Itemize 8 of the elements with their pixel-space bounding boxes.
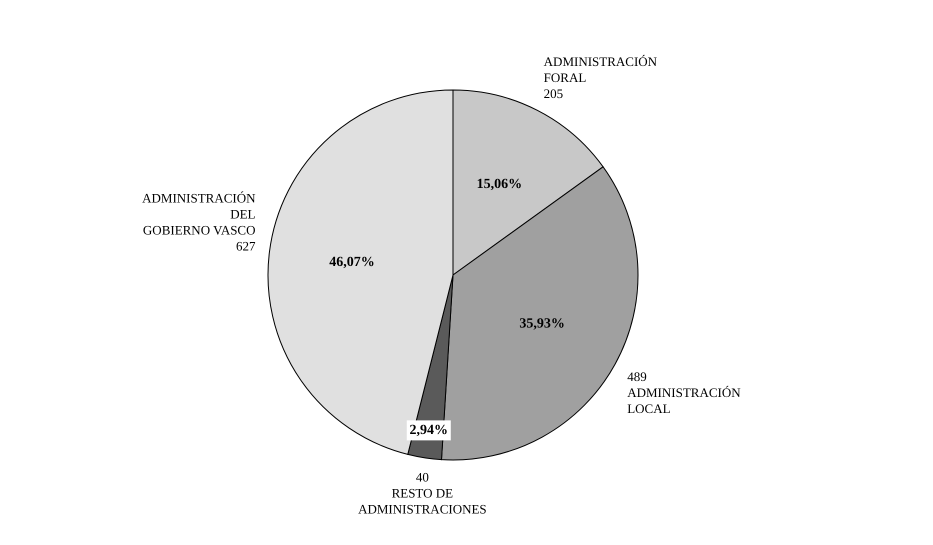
slice-label: 489 ADMINISTRACIÓN LOCAL bbox=[627, 369, 742, 416]
slice-label: ADMINISTRACIÓN FORAL 205 bbox=[544, 54, 658, 101]
data-label: 2,94% bbox=[410, 422, 448, 438]
data-label: 46,07% bbox=[329, 254, 375, 270]
slice-label: 40 RESTO DE ADMINISTRACIONES bbox=[358, 470, 487, 517]
slice-label: ADMINISTRACIÓN DEL GOBIERNO VASCO 627 bbox=[142, 190, 256, 254]
data-label: 15,06% bbox=[476, 176, 522, 192]
data-label: 35,93% bbox=[519, 316, 565, 332]
